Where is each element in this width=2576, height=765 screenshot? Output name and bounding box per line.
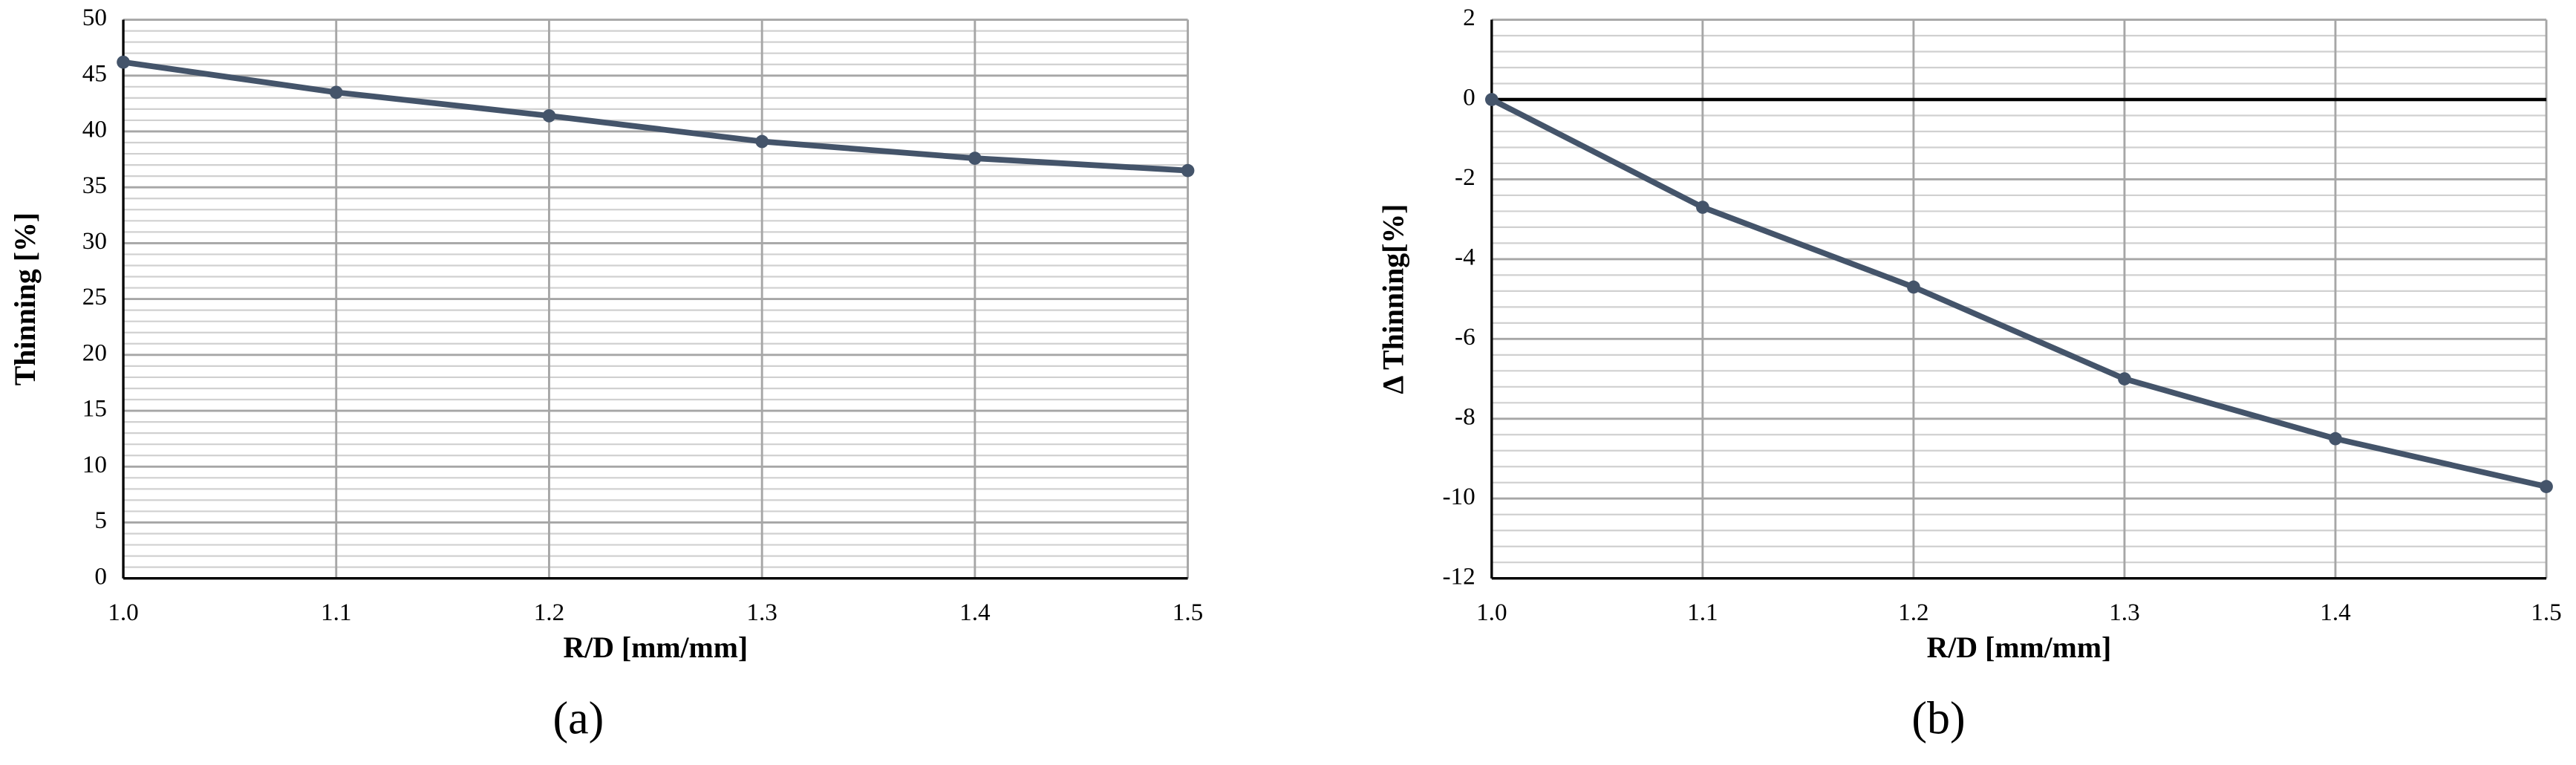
data-point (2329, 432, 2342, 446)
y-tick-label: 10 (82, 451, 107, 478)
data-point (755, 134, 769, 149)
x-tick-label: 1.5 (1173, 599, 1203, 626)
x-tick-label: 1.5 (2531, 599, 2561, 626)
x-tick-label: 1.2 (534, 599, 564, 626)
x-tick-label: 1.0 (1476, 599, 1507, 626)
y-tick-label: 40 (82, 116, 107, 143)
y-tick-label: -10 (1442, 483, 1475, 510)
series-line (123, 59, 1188, 174)
caption: (a) (552, 694, 604, 744)
y-tick-label: 2 (1463, 4, 1476, 31)
y-tick-label: 45 (82, 59, 107, 87)
data-point (117, 55, 130, 69)
x-tick-label: 1.1 (321, 599, 351, 626)
data-point (1907, 280, 1920, 294)
y-tick-label: 30 (82, 227, 107, 255)
y-tick-label: 15 (82, 395, 107, 423)
series-line (1490, 97, 2547, 489)
x-tick-label: 1.1 (1687, 599, 1718, 626)
y-tick-label: -8 (1455, 403, 1476, 430)
y-tick-label: 25 (82, 283, 107, 310)
data-point (329, 85, 343, 100)
caption: (b) (1911, 694, 1965, 744)
y-tick-label: 5 (94, 507, 107, 534)
data-point (2118, 372, 2131, 385)
y-axis-title: Δ Thinning[%] (1377, 204, 1410, 394)
x-tick-label: 1.2 (1898, 599, 1928, 626)
y-tick-label: -6 (1455, 323, 1476, 351)
y-tick-label: 0 (1463, 84, 1476, 111)
data-point (1696, 201, 1709, 214)
y-tick-label: 50 (82, 4, 107, 31)
y-tick-label: 0 (94, 562, 107, 590)
data-point (2540, 480, 2553, 493)
data-point (968, 152, 982, 165)
y-tick-label: -12 (1442, 562, 1475, 590)
x-tick-label: 1.3 (746, 599, 777, 626)
x-tick-label: 1.3 (2109, 599, 2139, 626)
x-tick-label: 1.4 (959, 599, 991, 626)
y-axis-title: Thinning [%] (9, 212, 42, 385)
x-tick-label: 1.0 (108, 599, 138, 626)
data-point (542, 109, 556, 123)
data-point (1181, 163, 1195, 178)
data-point (1484, 93, 1499, 106)
x-axis-title: R/D [mm/mm] (563, 631, 748, 664)
y-tick-label: 20 (82, 339, 107, 366)
y-tick-label: 35 (82, 172, 107, 199)
x-tick-label: 1.4 (2320, 599, 2351, 626)
y-tick-label: -4 (1455, 244, 1476, 271)
y-tick-label: -2 (1455, 163, 1476, 191)
x-axis-title: R/D [mm/mm] (1927, 631, 2112, 664)
